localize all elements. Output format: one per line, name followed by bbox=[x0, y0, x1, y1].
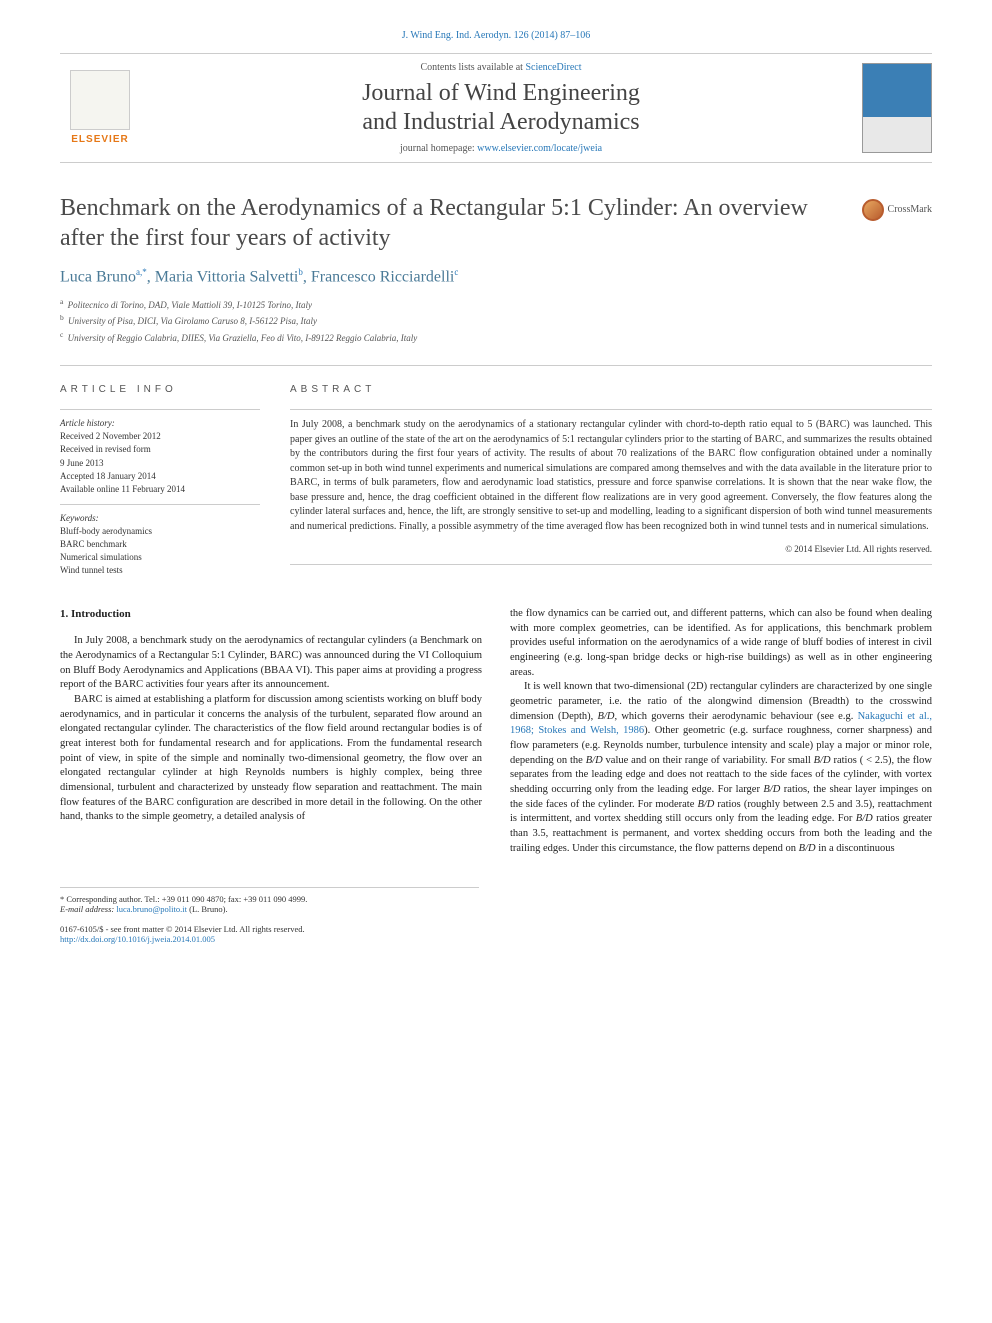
info-abstract-block: ARTICLE INFO Article history: Received 2… bbox=[60, 365, 932, 576]
author-2-sup: b bbox=[298, 267, 303, 277]
author-3-sup: c bbox=[454, 267, 458, 277]
col1-p2: BARC is aimed at establishing a platform… bbox=[60, 693, 482, 825]
elsevier-label: ELSEVIER bbox=[71, 134, 128, 145]
body-columns: 1. Introduction In July 2008, a benchmar… bbox=[60, 607, 932, 857]
aff-b-text: University of Pisa, DICI, Via Girolamo C… bbox=[68, 316, 317, 326]
crossmark-label: CrossMark bbox=[888, 204, 932, 215]
author-1[interactable]: Luca Bruno bbox=[60, 268, 136, 285]
abstract-text: In July 2008, a benchmark study on the a… bbox=[290, 409, 932, 534]
bd-ratio-6: B/D bbox=[856, 813, 873, 824]
history-label: Article history: bbox=[60, 409, 260, 428]
journal-title-l1: Journal of Wind Engineering bbox=[362, 80, 640, 106]
sciencedirect-link[interactable]: ScienceDirect bbox=[525, 62, 581, 73]
bd-ratio-7: B/D bbox=[799, 843, 816, 854]
copyright-bar: 0167-6105/$ - see front matter © 2014 El… bbox=[60, 924, 479, 944]
journal-center: Contents lists available at ScienceDirec… bbox=[140, 62, 862, 154]
bd-ratio-5: B/D bbox=[697, 799, 714, 810]
column-left: 1. Introduction In July 2008, a benchmar… bbox=[60, 607, 482, 857]
email-line: E-mail address: luca.bruno@polito.it (L.… bbox=[60, 904, 479, 914]
author-1-sup: a,* bbox=[136, 267, 147, 277]
bd-ratio-2: B/D bbox=[586, 755, 603, 766]
affiliation-a: a Politecnico di Torino, DAD, Viale Matt… bbox=[60, 296, 932, 313]
article-info: ARTICLE INFO Article history: Received 2… bbox=[60, 384, 260, 576]
history-lines: Received 2 November 2012 Received in rev… bbox=[60, 430, 260, 504]
bd-ratio-1: B/D bbox=[598, 711, 615, 722]
elsevier-logo[interactable]: ELSEVIER bbox=[60, 64, 140, 152]
col2-p2b: , which governs their aerodynamic behavi… bbox=[614, 711, 857, 722]
corresponding-author: * Corresponding author. Tel.: +39 011 09… bbox=[60, 894, 479, 904]
abstract-header: ABSTRACT bbox=[290, 384, 932, 395]
affiliations: a Politecnico di Torino, DAD, Viale Matt… bbox=[60, 296, 932, 346]
col2-p1: the flow dynamics can be carried out, an… bbox=[510, 607, 932, 680]
contents-line: Contents lists available at ScienceDirec… bbox=[140, 62, 862, 73]
bd-ratio-4: B/D bbox=[763, 784, 780, 795]
journal-cover-image bbox=[862, 63, 932, 153]
authors: Luca Brunoa,*, Maria Vittoria Salvettib,… bbox=[60, 267, 932, 286]
col1-p1: In July 2008, a benchmark study on the a… bbox=[60, 634, 482, 693]
aff-a-text: Politecnico di Torino, DAD, Viale Mattio… bbox=[68, 300, 312, 310]
issn-line: 0167-6105/$ - see front matter © 2014 El… bbox=[60, 924, 479, 934]
keywords: Bluff-body aerodynamics BARC benchmark N… bbox=[60, 525, 260, 577]
abstract-col: ABSTRACT In July 2008, a benchmark study… bbox=[290, 384, 932, 576]
email-label: E-mail address: bbox=[60, 904, 116, 914]
section-heading: 1. Introduction bbox=[60, 607, 482, 622]
elsevier-tree-icon bbox=[70, 70, 130, 130]
journal-header: ELSEVIER Contents lists available at Sci… bbox=[60, 53, 932, 163]
crossmark-badge[interactable]: CrossMark bbox=[862, 199, 932, 221]
affiliation-c: c University of Reggio Calabria, DIIES, … bbox=[60, 329, 932, 346]
homepage-prefix: journal homepage: bbox=[400, 143, 477, 154]
bd-ratio-3: B/D bbox=[814, 755, 831, 766]
author-3[interactable]: Francesco Ricciardelli bbox=[311, 268, 455, 285]
title-row: Benchmark on the Aerodynamics of a Recta… bbox=[60, 193, 932, 253]
email-link[interactable]: luca.bruno@polito.it bbox=[116, 904, 187, 914]
journal-title-l2: and Industrial Aerodynamics bbox=[362, 109, 639, 135]
info-header: ARTICLE INFO bbox=[60, 384, 260, 395]
article-title: Benchmark on the Aerodynamics of a Recta… bbox=[60, 193, 842, 253]
col2-p2d: value and on their range of variability.… bbox=[603, 755, 814, 766]
journal-title: Journal of Wind Engineering and Industri… bbox=[140, 79, 862, 137]
email-suffix: (L. Bruno). bbox=[187, 904, 228, 914]
keywords-label: Keywords: bbox=[60, 513, 260, 523]
column-right: the flow dynamics can be carried out, an… bbox=[510, 607, 932, 857]
affiliation-b: b University of Pisa, DICI, Via Girolamo… bbox=[60, 312, 932, 329]
col2-p2i: in a discontinuous bbox=[816, 843, 895, 854]
footnotes: * Corresponding author. Tel.: +39 011 09… bbox=[60, 887, 479, 914]
crossmark-icon bbox=[862, 199, 884, 221]
homepage-link[interactable]: www.elsevier.com/locate/jweia bbox=[477, 143, 602, 154]
doi-link[interactable]: http://dx.doi.org/10.1016/j.jweia.2014.0… bbox=[60, 934, 215, 944]
author-2[interactable]: Maria Vittoria Salvetti bbox=[155, 268, 299, 285]
homepage-line: journal homepage: www.elsevier.com/locat… bbox=[140, 143, 862, 154]
abstract-copyright: © 2014 Elsevier Ltd. All rights reserved… bbox=[290, 544, 932, 565]
contents-prefix: Contents lists available at bbox=[420, 62, 525, 73]
col2-p2: It is well known that two-dimensional (2… bbox=[510, 680, 932, 856]
aff-c-text: University of Reggio Calabria, DIIES, Vi… bbox=[68, 333, 418, 343]
journal-citation[interactable]: J. Wind Eng. Ind. Aerodyn. 126 (2014) 87… bbox=[60, 30, 932, 41]
